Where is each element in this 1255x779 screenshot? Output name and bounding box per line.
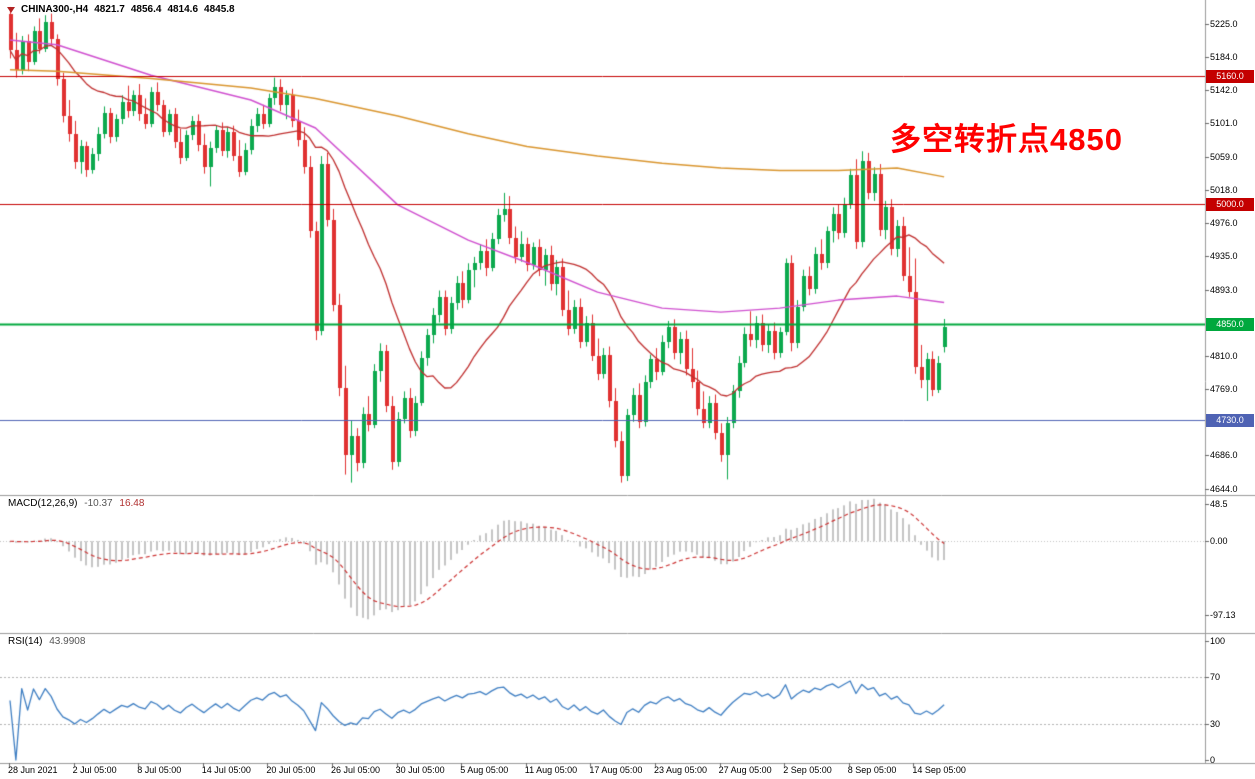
- time-axis-label: 11 Aug 05:00: [524, 765, 578, 775]
- time-axis-label: 23 Aug 05:00: [654, 765, 708, 775]
- time-axis-label: 5 Aug 05:00: [460, 765, 509, 775]
- hline-price-badge[interactable]: 4850.0: [1206, 318, 1254, 332]
- time-axis-label: 17 Aug 05:00: [589, 765, 643, 775]
- time-axis-label: 30 Jul 05:00: [395, 765, 445, 775]
- ohlc-high-value: 4856.4: [130, 4, 162, 15]
- time-axis-label: 8 Jul 05:00: [137, 765, 182, 775]
- macd-main-value: -10.37: [84, 498, 113, 509]
- price-axis-tick: 5142.0: [1210, 85, 1238, 96]
- rsi-value: 43.9908: [49, 636, 86, 647]
- macd-axis-tick: 0.00: [1210, 536, 1228, 547]
- macd-signal-value: 16.48: [119, 498, 145, 509]
- time-axis-label: 26 Jul 05:00: [331, 765, 381, 775]
- hline-price-badge[interactable]: 4730.0: [1206, 414, 1254, 428]
- time-axis-label: 27 Aug 05:00: [718, 765, 772, 775]
- time-axis-label: 2 Jul 05:00: [72, 765, 117, 775]
- macd-axis-tick: -97.13: [1210, 610, 1236, 621]
- symbol-marker-icon: [7, 6, 15, 13]
- rsi-name: RSI(14): [8, 636, 43, 647]
- time-axis-label: 2 Sep 05:00: [783, 765, 832, 775]
- ohlc-open-value: 4821.7: [94, 4, 125, 15]
- price-axis-tick: 4644.0: [1210, 484, 1238, 494]
- time-axis-label: 14 Sep 05:00: [912, 765, 966, 775]
- symbol-timeframe-label: CHINA300-,H4: [21, 4, 89, 15]
- rsi-axis-tick: 30: [1210, 719, 1221, 730]
- ohlc-close-value: 4845.8: [204, 4, 235, 15]
- rsi-axis-tick: 0: [1210, 755, 1216, 765]
- time-axis-label: 8 Sep 05:00: [847, 765, 897, 775]
- time-axis-label: 28 Jun 2021: [8, 765, 58, 775]
- price-axis-tick: 5184.0: [1210, 51, 1238, 62]
- price-axis-tick: 5018.0: [1210, 184, 1238, 195]
- time-axis-label: 20 Jul 05:00: [266, 765, 316, 775]
- time-axis-label: 14 Jul 05:00: [201, 765, 251, 775]
- rsi-axis-tick: 70: [1210, 671, 1221, 682]
- macd-indicator-label: MACD(12,26,9) -10.37 16.48: [8, 498, 144, 509]
- ohlc-low-value: 4814.6: [167, 4, 199, 15]
- price-axis-tick: 5059.0: [1210, 151, 1238, 162]
- rsi-indicator-label: RSI(14) 43.9908: [8, 636, 85, 647]
- price-axis-tick: 5225.0: [1210, 19, 1238, 29]
- price-axis-tick: 5101.0: [1210, 118, 1238, 129]
- chart-annotation-text[interactable]: 多空转折点4850: [890, 122, 1123, 157]
- price-axis-tick: 4686.0: [1210, 450, 1238, 461]
- price-axis-tick: 4893.0: [1210, 284, 1238, 295]
- price-axis-tick: 4769.0: [1210, 383, 1238, 394]
- price-axis-tick: 4976.0: [1210, 218, 1238, 229]
- macd-name: MACD(12,26,9): [8, 498, 78, 509]
- chart-header: CHINA300-,H4 4821.7 4856.4 4814.6 4845.8: [7, 4, 235, 15]
- macd-axis-tick: 48.5: [1210, 499, 1228, 510]
- price-axis-tick: 4810.0: [1210, 351, 1238, 362]
- price-axis-tick: 4935.0: [1210, 251, 1238, 262]
- hline-price-badge[interactable]: 5000.0: [1206, 198, 1254, 212]
- hline-price-badge[interactable]: 5160.0: [1206, 70, 1254, 84]
- rsi-axis-tick: 100: [1210, 636, 1226, 646]
